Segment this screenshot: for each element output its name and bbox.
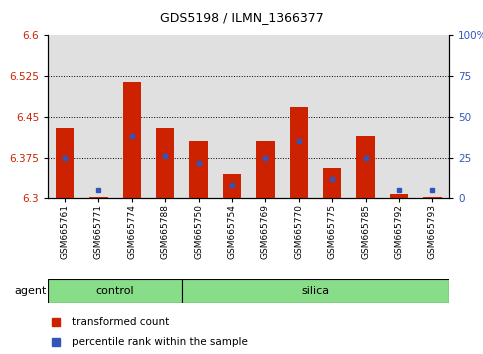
Bar [323, 169, 341, 198]
Bar [182, 35, 215, 198]
Bar [356, 136, 375, 198]
Bar [48, 279, 182, 303]
Bar [282, 35, 315, 198]
Bar [223, 174, 241, 198]
Bar [89, 197, 108, 198]
Bar [123, 81, 141, 198]
Bar [182, 279, 449, 303]
Bar [349, 35, 383, 198]
Text: silica: silica [301, 286, 329, 296]
Text: GDS5198 / ILMN_1366377: GDS5198 / ILMN_1366377 [159, 11, 324, 24]
Text: control: control [96, 286, 134, 296]
Text: percentile rank within the sample: percentile rank within the sample [72, 337, 248, 347]
Bar [149, 35, 182, 198]
Bar [423, 197, 441, 198]
Bar [82, 35, 115, 198]
Bar [215, 35, 249, 198]
Bar [56, 128, 74, 198]
Bar [416, 35, 449, 198]
Text: transformed count: transformed count [72, 318, 170, 327]
Bar [48, 35, 82, 198]
Bar [115, 35, 149, 198]
Bar [156, 128, 174, 198]
Bar [256, 141, 275, 198]
Bar [290, 107, 308, 198]
Bar [189, 141, 208, 198]
Bar [390, 194, 408, 198]
Bar [315, 35, 349, 198]
Bar [249, 35, 282, 198]
Bar [383, 35, 416, 198]
Text: agent: agent [14, 286, 47, 296]
